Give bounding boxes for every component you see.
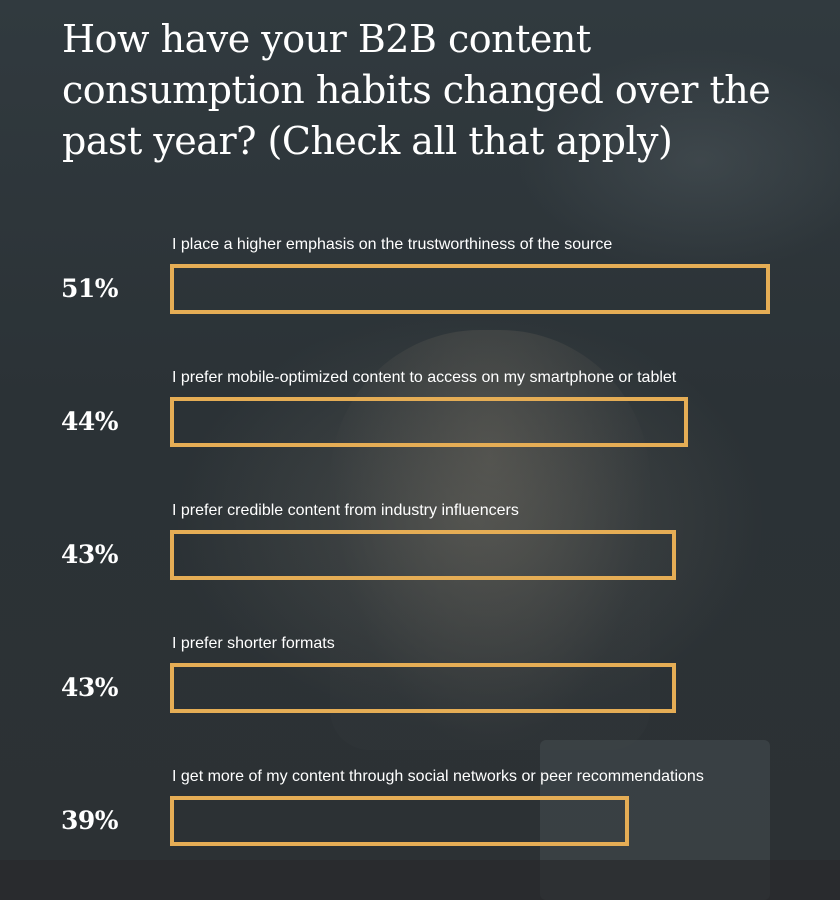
- bar-value-label: 44%: [61, 407, 119, 436]
- bar-value-label: 43%: [61, 673, 119, 702]
- bar-category-label: I prefer mobile-optimized content to acc…: [172, 369, 677, 386]
- bar-row: I prefer mobile-optimized content to acc…: [0, 369, 840, 499]
- background-table: [0, 860, 840, 900]
- bar: [170, 397, 688, 447]
- bar-value-label: 43%: [61, 540, 119, 569]
- bar-row: I prefer credible content from industry …: [0, 502, 840, 632]
- bar: [170, 530, 676, 580]
- bar-category-label: I get more of my content through social …: [172, 768, 704, 785]
- bar-value-label: 51%: [61, 274, 119, 303]
- bar-value-label: 39%: [61, 806, 119, 835]
- bar-row: I place a higher emphasis on the trustwo…: [0, 236, 840, 366]
- bar: [170, 796, 629, 846]
- chart-title: How have your B2B content consumption ha…: [62, 17, 771, 163]
- bar-category-label: I place a higher emphasis on the trustwo…: [172, 236, 613, 253]
- bar-category-label: I prefer shorter formats: [172, 635, 335, 652]
- bar-category-label: I prefer credible content from industry …: [172, 502, 519, 519]
- bar: [170, 663, 676, 713]
- bar: [170, 264, 770, 314]
- bar-row: I get more of my content through social …: [0, 768, 840, 898]
- bar-row: I prefer shorter formats 43%: [0, 635, 840, 765]
